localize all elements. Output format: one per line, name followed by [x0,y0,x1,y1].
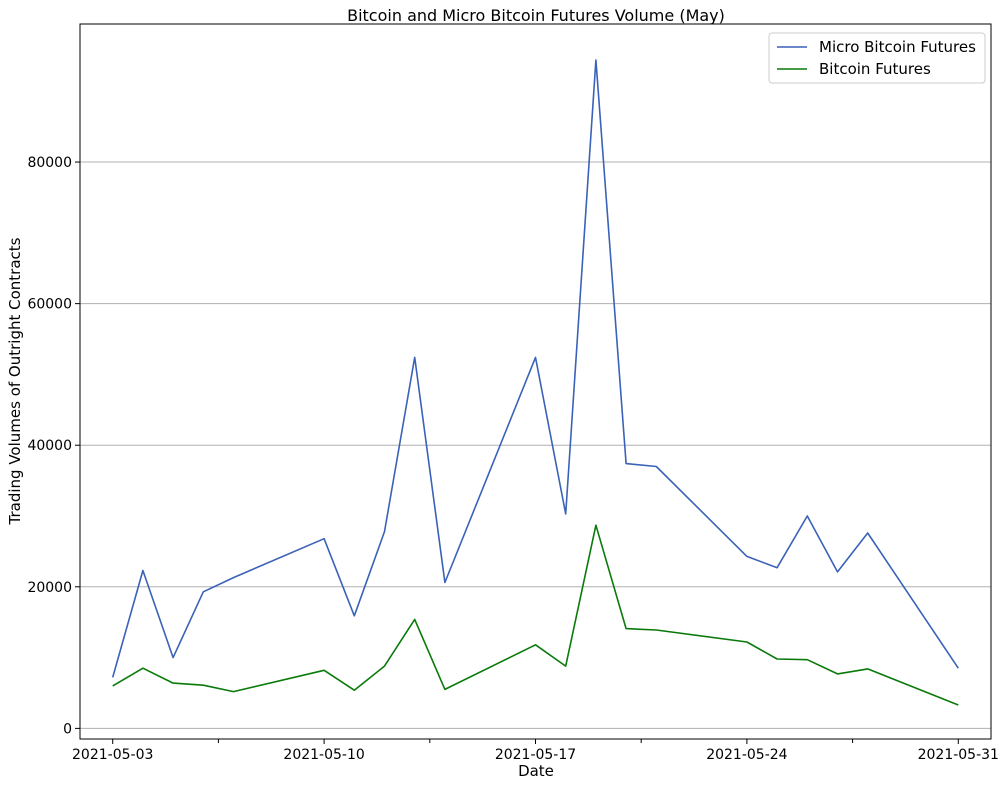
x-tick-label: 2021-05-03 [72,747,153,763]
series-line-0 [111,59,959,678]
legend-label: Micro Bitcoin Futures [819,38,976,56]
x-tick-label: 2021-05-24 [706,747,787,763]
series-line-1 [112,524,959,706]
legend-label: Bitcoin Futures [819,60,931,78]
y-tick-label: 60000 [27,297,72,313]
x-tick-label: 2021-05-31 [918,747,999,763]
y-tick-label: 40000 [27,438,72,454]
y-tick-label: 0 [63,721,72,737]
y-axis-ticks: 0 20000 40000 60000 80000 [27,155,80,737]
gridlines [80,161,991,729]
y-tick-label: 20000 [27,580,72,596]
chart-title: Bitcoin and Micro Bitcoin Futures Volume… [347,6,725,25]
y-tick-label: 80000 [27,155,72,171]
legend: Micro Bitcoin Futures Bitcoin Futures [768,32,986,84]
legend-box [768,32,986,84]
plot-series [111,59,959,706]
y-axis-label: Trading Volumes of Outright Contracts [6,237,24,525]
x-tick-label: 2021-05-10 [283,747,364,763]
x-axis-ticks: 2021-05-03 2021-05-10 2021-05-17 2021-05-24… [72,739,999,763]
plot-frame [79,23,992,740]
x-tick-label: 2021-05-17 [495,747,576,763]
x-axis-label: Date [518,762,554,780]
